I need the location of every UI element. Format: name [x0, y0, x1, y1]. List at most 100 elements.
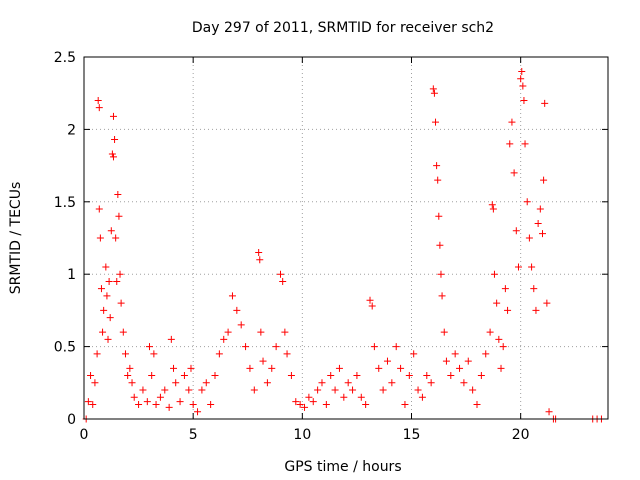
axis-ticks — [83, 56, 608, 420]
plot-frame — [83, 56, 609, 420]
grid-lines — [84, 57, 608, 419]
data-point-plus — [246, 364, 254, 372]
data-point-plus — [541, 99, 549, 107]
data-point-plus — [112, 234, 120, 242]
data-point-plus — [504, 306, 512, 314]
data-point-plus — [495, 335, 503, 343]
data-point-plus — [272, 343, 280, 351]
data-point-plus — [95, 205, 103, 213]
data-point-plus — [519, 82, 527, 90]
data-point-plus — [194, 408, 202, 416]
data-point-plus — [309, 398, 317, 406]
x-tick-label: 20 — [512, 427, 530, 443]
data-point-plus — [250, 386, 258, 394]
data-point-plus — [383, 357, 391, 365]
data-point-plus — [87, 372, 95, 380]
data-point-plus — [397, 364, 405, 372]
data-point-plus — [405, 372, 413, 380]
data-point-plus — [514, 263, 522, 271]
data-point-plus — [220, 335, 228, 343]
data-point-plus — [447, 372, 455, 380]
data-point-plus — [520, 96, 528, 104]
y-axis-title: SRMTID / TECUs — [8, 182, 24, 295]
data-point-plus — [370, 343, 378, 351]
y-tick-label: 0 — [67, 412, 76, 428]
data-point-plus — [255, 248, 263, 256]
data-point-plus — [257, 328, 265, 336]
x-tick-label: 15 — [403, 427, 421, 443]
data-point-plus — [105, 277, 113, 285]
data-point-plus — [150, 350, 158, 358]
data-point-plus — [301, 403, 309, 411]
data-point-plus — [215, 350, 223, 358]
y-tick-label: 1.5 — [54, 195, 76, 211]
y-tick-label: 2.5 — [54, 50, 76, 66]
data-point-plus — [423, 372, 431, 380]
data-point-plus — [429, 85, 437, 93]
data-point-plus — [501, 285, 509, 293]
data-points — [82, 67, 605, 423]
data-point-plus — [237, 321, 245, 329]
data-point-plus — [540, 176, 548, 184]
data-point-plus — [392, 343, 400, 351]
data-point-plus — [440, 328, 448, 336]
data-point-plus — [512, 227, 520, 235]
data-point-plus — [460, 379, 468, 387]
data-point-plus — [523, 198, 531, 206]
data-point-plus — [95, 104, 103, 112]
data-point-plus — [100, 306, 108, 314]
data-point-plus — [93, 350, 101, 358]
data-point-plus — [207, 401, 215, 409]
data-point-plus — [228, 292, 236, 300]
data-point-plus — [130, 393, 138, 401]
data-point-plus — [499, 343, 507, 351]
data-point-plus — [357, 393, 365, 401]
data-point-plus — [111, 136, 119, 144]
data-point-plus — [109, 153, 117, 161]
data-point-plus — [283, 350, 291, 358]
data-point-plus — [434, 176, 442, 184]
data-point-plus — [109, 112, 117, 120]
data-point-plus — [198, 386, 206, 394]
data-point-plus — [94, 96, 102, 104]
data-point-plus — [335, 364, 343, 372]
data-point-plus — [427, 379, 435, 387]
data-point-plus — [521, 140, 529, 148]
data-point-plus — [362, 401, 370, 409]
data-point-plus — [126, 364, 134, 372]
data-point-plus — [146, 343, 153, 351]
data-point-plus — [103, 292, 111, 300]
data-point-plus — [433, 162, 441, 170]
data-point-plus — [165, 403, 173, 411]
data-point-plus — [106, 314, 114, 322]
data-point-plus — [353, 372, 361, 380]
data-point-plus — [435, 212, 443, 220]
data-point-plus — [148, 372, 156, 380]
data-point-plus — [263, 379, 271, 387]
data-point-plus — [340, 393, 348, 401]
data-point-plus — [185, 386, 193, 394]
data-point-plus — [436, 241, 444, 249]
y-tick-label: 1 — [67, 267, 76, 283]
data-point-plus — [187, 364, 195, 372]
data-point-plus — [543, 299, 551, 307]
data-point-plus — [539, 230, 546, 238]
data-point-plus — [279, 277, 287, 285]
data-point-plus — [525, 234, 533, 242]
data-point-plus — [432, 118, 440, 126]
data-point-plus — [473, 401, 481, 409]
chart-title: Day 297 of 2011, SRMTID for receiver sch… — [192, 20, 494, 36]
data-point-plus — [508, 118, 516, 126]
data-point-plus — [117, 299, 125, 307]
x-tick-label: 5 — [189, 427, 198, 443]
data-point-plus — [116, 270, 124, 278]
data-point-plus — [489, 205, 497, 213]
x-tick-label: 10 — [293, 427, 311, 443]
data-point-plus — [530, 285, 538, 293]
data-point-plus — [488, 201, 496, 209]
data-point-plus — [482, 350, 490, 358]
data-point-plus — [528, 263, 536, 271]
data-point-plus — [107, 227, 115, 235]
data-point-plus — [322, 401, 330, 409]
data-point-plus — [256, 256, 264, 264]
